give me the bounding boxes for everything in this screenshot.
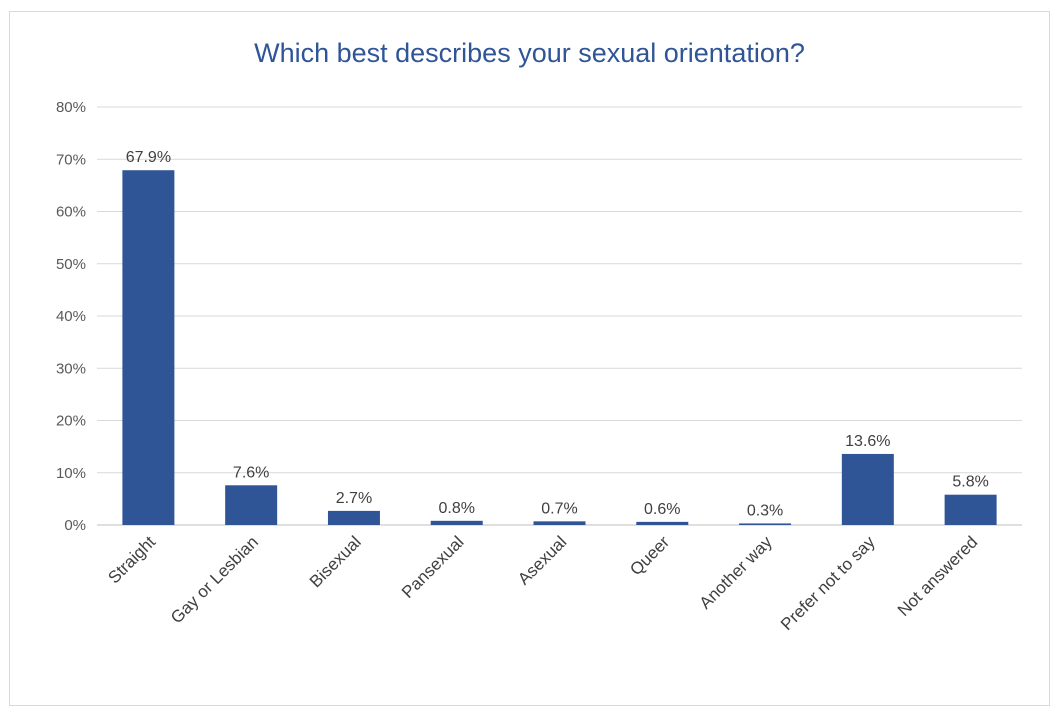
y-tick-label: 20% xyxy=(56,413,86,430)
y-tick-label: 0% xyxy=(64,517,86,534)
data-label: 2.7% xyxy=(336,490,372,507)
y-tick-label: 80% xyxy=(56,99,86,116)
y-tick-label: 50% xyxy=(56,256,86,273)
category-label: Bisexual xyxy=(306,532,365,591)
y-tick-label: 30% xyxy=(56,360,86,377)
data-label: 67.9% xyxy=(126,149,171,166)
category-label: Asexual xyxy=(514,532,570,588)
category-label: Gay or Lesbian xyxy=(167,532,262,627)
y-tick-label: 70% xyxy=(56,151,86,168)
bar xyxy=(842,454,894,525)
y-tick-label: 40% xyxy=(56,308,86,325)
bar xyxy=(534,521,586,525)
bar xyxy=(739,523,791,525)
category-label: Queer xyxy=(626,532,673,579)
category-label: Straight xyxy=(104,532,159,587)
data-label: 0.8% xyxy=(438,500,474,517)
category-label: Not answered xyxy=(894,532,982,620)
bar xyxy=(122,170,174,525)
category-label: Another way xyxy=(696,532,777,613)
y-tick-label: 60% xyxy=(56,204,86,221)
data-label: 13.6% xyxy=(845,433,890,450)
data-label: 0.3% xyxy=(747,502,783,519)
bar xyxy=(636,522,688,525)
data-label: 7.6% xyxy=(233,464,269,481)
bar xyxy=(431,521,483,525)
bar xyxy=(328,511,380,525)
bar xyxy=(225,485,277,525)
category-label: Pansexual xyxy=(398,532,468,602)
bar xyxy=(945,495,997,525)
data-label: 0.6% xyxy=(644,501,680,518)
y-tick-label: 10% xyxy=(56,465,86,482)
data-label: 5.8% xyxy=(952,474,988,491)
category-label: Prefer not to say xyxy=(777,532,879,634)
data-label: 0.7% xyxy=(541,500,577,517)
